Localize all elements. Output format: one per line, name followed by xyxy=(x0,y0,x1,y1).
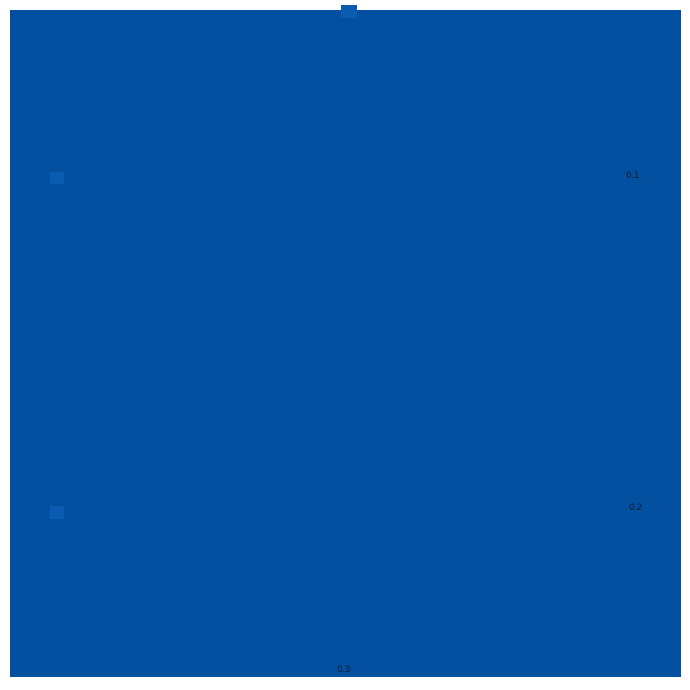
tick-label-right-lower: 0.2 xyxy=(629,503,642,513)
square-marker-top-center xyxy=(341,5,357,18)
square-marker-left-upper xyxy=(50,172,64,184)
tick-label-bottom-center: 0.3 xyxy=(337,665,350,675)
tick-label-right-upper: 0.1 xyxy=(626,171,639,181)
square-marker-left-lower xyxy=(50,506,64,519)
filled-plot-area xyxy=(10,10,681,677)
